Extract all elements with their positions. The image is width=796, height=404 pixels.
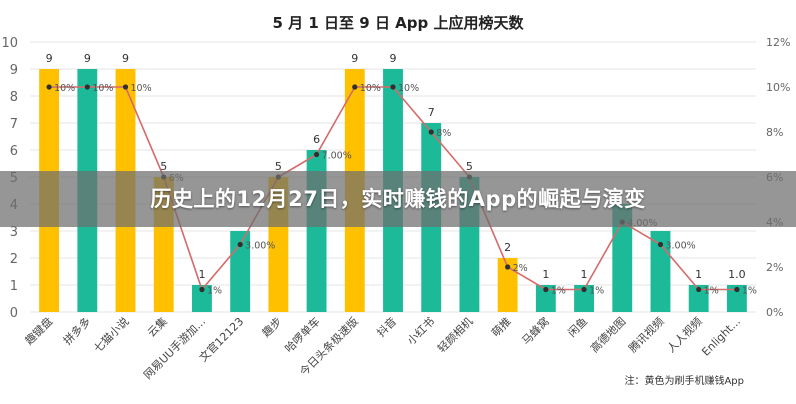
- bar: [688, 285, 709, 312]
- x-category-label: 闲鱼: [565, 314, 590, 339]
- y-tick-label: 9: [10, 63, 18, 78]
- bar: [535, 285, 556, 312]
- percent-point: [428, 129, 434, 135]
- percent-point: [505, 264, 511, 270]
- percent-label: 1%: [704, 286, 719, 297]
- percent-point: [734, 286, 740, 293]
- bar-value-label: 9: [390, 52, 397, 65]
- bar-value-label: 9: [122, 52, 129, 65]
- bar-value-label: 6: [313, 133, 320, 146]
- bar-value-label: 5: [466, 160, 473, 173]
- percent-label: 8%: [436, 128, 451, 139]
- percent-point: [581, 286, 587, 293]
- x-category-label: 腾讯视频: [626, 314, 667, 355]
- overlay-title: 历史上的12月27日，实时赚钱的App的崛起与演变: [150, 187, 646, 211]
- y-tick-label: 8: [10, 90, 18, 105]
- x-category-label: 萌推: [488, 314, 513, 339]
- y2-tick-label: 12%: [766, 36, 790, 49]
- bar-value-label: 9: [84, 52, 91, 65]
- percent-point: [237, 241, 243, 248]
- percent-label: 3.00%: [245, 241, 275, 252]
- percent-point: [352, 84, 358, 90]
- bar-value-label: 1: [581, 268, 588, 281]
- percent-label: 1%: [589, 286, 604, 297]
- y2-tick-label: 10%: [766, 81, 790, 94]
- bar-value-label: 9: [351, 52, 358, 65]
- percent-point: [122, 84, 129, 90]
- percent-label: 7.00%: [322, 151, 352, 162]
- y-tick-label: 7: [10, 117, 18, 132]
- percent-label: 3.00%: [665, 241, 695, 252]
- percent-label: 10%: [131, 83, 152, 94]
- percent-label: 1%: [207, 286, 222, 297]
- x-category-label: 高德地图: [587, 314, 628, 355]
- percent-point: [46, 84, 52, 90]
- bar: [726, 285, 747, 312]
- y-tick-label: 0: [10, 306, 18, 321]
- chart-title: 5 月 1 日至 9 日 App 上应用榜天数: [273, 14, 525, 32]
- bar-value-label: 5: [275, 160, 282, 173]
- percent-label: 10%: [360, 83, 381, 94]
- y-tick-label: 6: [10, 144, 18, 159]
- percent-point: [696, 286, 702, 293]
- y-tick-label: 1: [10, 279, 18, 294]
- x-category-label: 小红书: [405, 315, 438, 348]
- x-category-label: 七猫小说: [91, 314, 132, 355]
- percent-point: [84, 84, 90, 90]
- bar-value-label: 1: [695, 268, 702, 281]
- x-category-label: 趣键盘: [22, 314, 55, 347]
- x-category-label: 拼多多: [60, 314, 93, 347]
- percent-point: [390, 84, 396, 90]
- percent-label: 10%: [54, 83, 75, 94]
- bar-value-label: 1: [198, 268, 205, 281]
- bar: [192, 285, 212, 312]
- y-tick-label: 2: [10, 252, 18, 267]
- footnote: 注：黄色为刷手机赚钱App: [624, 374, 744, 387]
- percent-label: 10%: [398, 83, 419, 94]
- percent-point: [657, 241, 664, 248]
- bar: [497, 258, 518, 312]
- percent-label: 2%: [513, 263, 528, 274]
- bar-value-label: 1: [542, 268, 549, 281]
- bar-value-label: 1.0: [728, 268, 746, 281]
- y2-tick-label: 8%: [766, 126, 783, 139]
- percent-point: [313, 151, 320, 158]
- x-category-label: 抖音: [374, 314, 399, 339]
- bar-value-label: 2: [504, 241, 511, 254]
- x-category-label: 马蜂窝: [519, 314, 552, 347]
- title-overlay-band: [0, 171, 796, 227]
- percent-label: 1%: [742, 286, 757, 297]
- percent-point: [199, 286, 205, 293]
- bar-value-label: 5: [160, 160, 167, 173]
- bar-value-label: 7: [428, 106, 435, 119]
- y-tick-label: 3: [10, 225, 18, 240]
- y2-tick-label: 0%: [766, 306, 783, 319]
- x-category-label: 趣步: [259, 314, 284, 339]
- bar: [574, 285, 594, 312]
- percent-label: 10%: [92, 83, 113, 94]
- percent-label: 1%: [551, 286, 566, 297]
- x-category-label: 云集: [144, 314, 169, 339]
- bar-value-label: 9: [46, 52, 53, 65]
- percent-point: [543, 286, 549, 293]
- y-tick-label: 10: [1, 36, 18, 51]
- x-category-label: 轻颜相机: [435, 314, 476, 355]
- x-category-label: Enlight...: [699, 315, 743, 359]
- y2-tick-label: 2%: [766, 261, 783, 274]
